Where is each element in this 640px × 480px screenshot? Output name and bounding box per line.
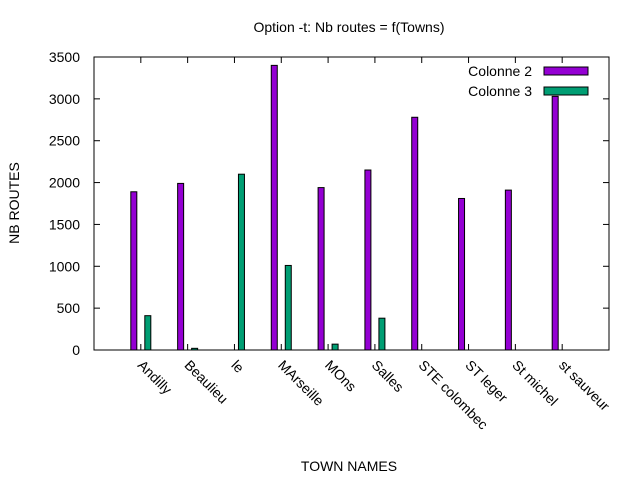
legend-label: Colonne 3 bbox=[468, 83, 532, 99]
bar-colonne-2 bbox=[504, 189, 512, 351]
x-axis-label: TOWN NAMES bbox=[301, 458, 397, 474]
y-axis-label: NB ROUTES bbox=[6, 162, 22, 244]
y-axis: 0 500 1000 1500 2000 2500 3000 3500 bbox=[49, 49, 609, 358]
bar-colonne-2 bbox=[317, 187, 325, 351]
y-tick-label: 3000 bbox=[49, 91, 80, 107]
y-tick-label: 1000 bbox=[49, 258, 80, 274]
bar-colonne-2 bbox=[551, 95, 559, 351]
bar-colonne-2 bbox=[177, 182, 185, 351]
y-tick-label: 0 bbox=[72, 342, 80, 358]
x-tick-label: Beaulieu bbox=[182, 357, 232, 407]
bar-colonne-3 bbox=[144, 315, 152, 351]
y-tick-label: 3500 bbox=[49, 49, 80, 65]
legend-swatch bbox=[543, 66, 589, 76]
x-tick-label: MOns bbox=[322, 357, 360, 395]
legend-label: Colonne 2 bbox=[468, 63, 532, 79]
legend-swatch bbox=[543, 86, 589, 96]
bar-colonne-3 bbox=[331, 343, 339, 351]
x-tick-label: Andilly bbox=[135, 357, 175, 397]
bar-colonne-2 bbox=[364, 169, 372, 351]
x-tick-label: le bbox=[228, 357, 247, 376]
x-tick-label: St michel bbox=[509, 357, 561, 409]
chart-title: Option -t: Nb routes = f(Towns) bbox=[253, 19, 444, 35]
bar-colonne-2 bbox=[270, 64, 278, 351]
bar-colonne-2 bbox=[411, 116, 419, 351]
x-tick-label: st sauveur bbox=[556, 357, 613, 414]
bar-colonne-3 bbox=[284, 264, 292, 351]
y-tick-label: 2500 bbox=[49, 133, 80, 149]
x-tick-label: MArseille bbox=[275, 357, 327, 409]
legend: Colonne 2 Colonne 3 bbox=[468, 63, 589, 99]
bar-colonne-2 bbox=[130, 191, 138, 351]
bar-colonne-2 bbox=[458, 197, 466, 351]
bar-colonne-3 bbox=[237, 173, 245, 351]
y-tick-label: 1500 bbox=[49, 216, 80, 232]
x-tick-label: Salles bbox=[369, 357, 407, 395]
plot-frame bbox=[93, 56, 610, 351]
y-tick-label: 2000 bbox=[49, 175, 80, 191]
bar-colonne-3 bbox=[378, 317, 386, 351]
bars bbox=[130, 64, 559, 351]
y-tick-label: 500 bbox=[57, 300, 81, 316]
